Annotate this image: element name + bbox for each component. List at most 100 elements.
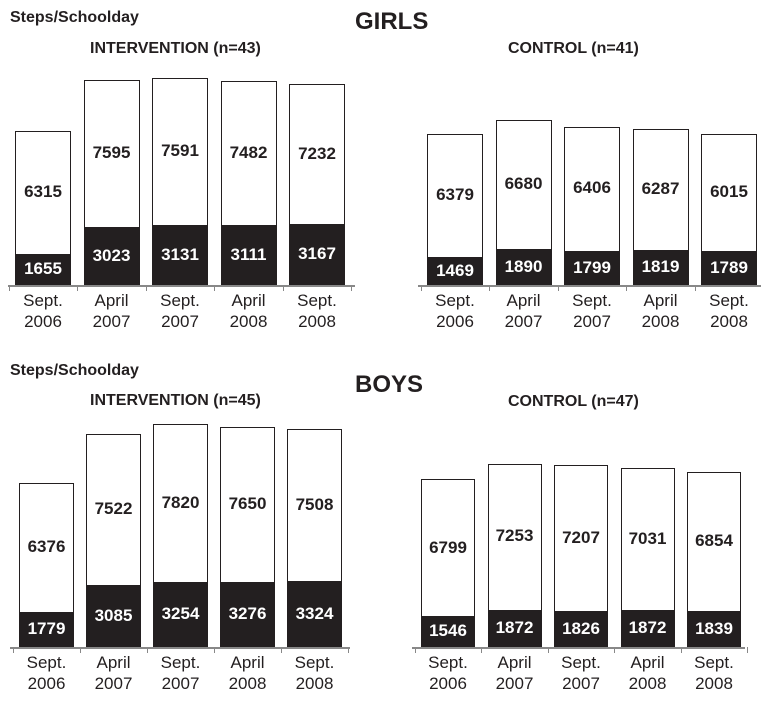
bar-segment	[427, 256, 483, 285]
x-tick-label: Sept. 2006	[428, 653, 468, 693]
x-tick	[489, 285, 490, 291]
value-label: 3111	[230, 244, 267, 264]
bar-segment	[620, 609, 675, 647]
x-tick	[280, 647, 282, 653]
value-label: 1890	[504, 256, 543, 276]
x-tick	[414, 647, 416, 653]
bar-segment	[632, 128, 689, 252]
x-tick-label: April 2007	[504, 291, 543, 331]
value-label: 7031	[628, 528, 667, 548]
value-label: 7207	[562, 527, 600, 547]
bar-segment	[421, 615, 475, 647]
panel-subtitle: INTERVENTION (n=45)	[90, 392, 261, 409]
bar-segment	[701, 134, 757, 252]
x-tick	[77, 285, 78, 291]
bar-segment	[289, 84, 345, 226]
panel-subtitle: CONTROL (n=41)	[508, 40, 639, 57]
bar-segment	[701, 250, 757, 285]
bar-segment	[554, 610, 608, 647]
x-tick	[146, 647, 148, 653]
x-tick	[347, 647, 349, 653]
bar-segment	[220, 427, 275, 583]
x-tick-label: April 2007	[495, 653, 534, 693]
x-axis	[418, 285, 761, 287]
panel-subtitle: INTERVENTION (n=43)	[90, 40, 261, 57]
x-tick	[547, 647, 549, 653]
bar-segment	[495, 119, 552, 251]
bar-segment	[152, 224, 208, 285]
bar-segment	[287, 429, 342, 582]
value-label: 7232	[298, 144, 336, 164]
value-label: 1839	[695, 618, 733, 638]
x-tick-label: April 2008	[228, 653, 267, 693]
x-tick-label: Sept. 2007	[160, 291, 200, 331]
x-tick	[481, 647, 482, 653]
value-label: 6799	[429, 537, 467, 557]
bar-segment	[15, 131, 71, 255]
x-tick	[694, 285, 696, 291]
x-tick	[747, 647, 748, 653]
bar-segment	[495, 248, 552, 285]
x-tick-label: Sept. 2007	[561, 653, 601, 693]
x-axis	[412, 647, 745, 649]
x-axis	[8, 285, 355, 287]
x-tick	[12, 647, 14, 653]
value-label: 3167	[298, 244, 336, 264]
group-title: GIRLS	[355, 8, 429, 35]
x-tick	[626, 285, 627, 291]
value-label: 3276	[228, 604, 267, 624]
value-label: 1799	[573, 257, 611, 277]
value-label: 1546	[429, 621, 467, 641]
x-tick	[8, 285, 10, 291]
bar-segment	[152, 78, 208, 227]
x-tick-label: April 2008	[229, 291, 268, 331]
value-label: 1655	[24, 259, 62, 279]
value-label: 3254	[161, 604, 200, 624]
bar-segment	[421, 479, 475, 618]
bar-segment	[86, 433, 141, 587]
x-tick-label: April 2007	[92, 291, 131, 331]
bar-segment	[86, 584, 141, 647]
bar-segment	[153, 424, 208, 584]
bar-segment	[83, 80, 140, 229]
bar-segment	[554, 465, 608, 612]
bar-segment	[564, 126, 620, 252]
x-tick-label: Sept. 2006	[23, 291, 63, 331]
x-tick	[557, 285, 559, 291]
x-tick-label: Sept. 2008	[294, 653, 335, 693]
value-label: 1872	[628, 618, 667, 638]
x-tick	[214, 285, 215, 291]
value-label: 7820	[161, 493, 200, 512]
x-tick-label: Sept. 2006	[26, 653, 67, 693]
value-label: 7591	[161, 141, 199, 161]
value-label: 3023	[92, 245, 131, 265]
value-label: 6854	[695, 531, 733, 551]
x-tick	[680, 647, 682, 653]
x-tick-label: Sept. 2008	[694, 653, 734, 693]
x-tick	[351, 285, 352, 291]
x-tick-label: April 2007	[94, 653, 133, 693]
x-tick-label: Sept. 2008	[709, 291, 749, 331]
x-tick-label: Sept. 2008	[297, 291, 337, 331]
bar-segment	[19, 483, 74, 613]
value-label: 1779	[27, 619, 66, 639]
x-tick-label: April 2008	[628, 653, 667, 693]
value-label: 6315	[24, 182, 62, 202]
x-tick	[145, 285, 147, 291]
value-label: 7522	[94, 499, 133, 519]
x-axis	[10, 647, 350, 649]
value-label: 3324	[295, 603, 334, 623]
panel-subtitle: CONTROL (n=47)	[508, 393, 639, 410]
value-label: 6287	[641, 179, 680, 199]
x-tick	[79, 647, 81, 653]
bar-segment	[220, 224, 277, 285]
bar-segment	[220, 80, 277, 227]
value-label: 1826	[562, 618, 600, 638]
value-label: 6015	[710, 182, 748, 202]
x-tick	[614, 647, 615, 653]
bar-segment	[83, 226, 140, 285]
x-tick	[213, 647, 215, 653]
x-tick-label: Sept. 2007	[572, 291, 612, 331]
y-axis-label: Steps/Schoolday	[10, 9, 139, 26]
